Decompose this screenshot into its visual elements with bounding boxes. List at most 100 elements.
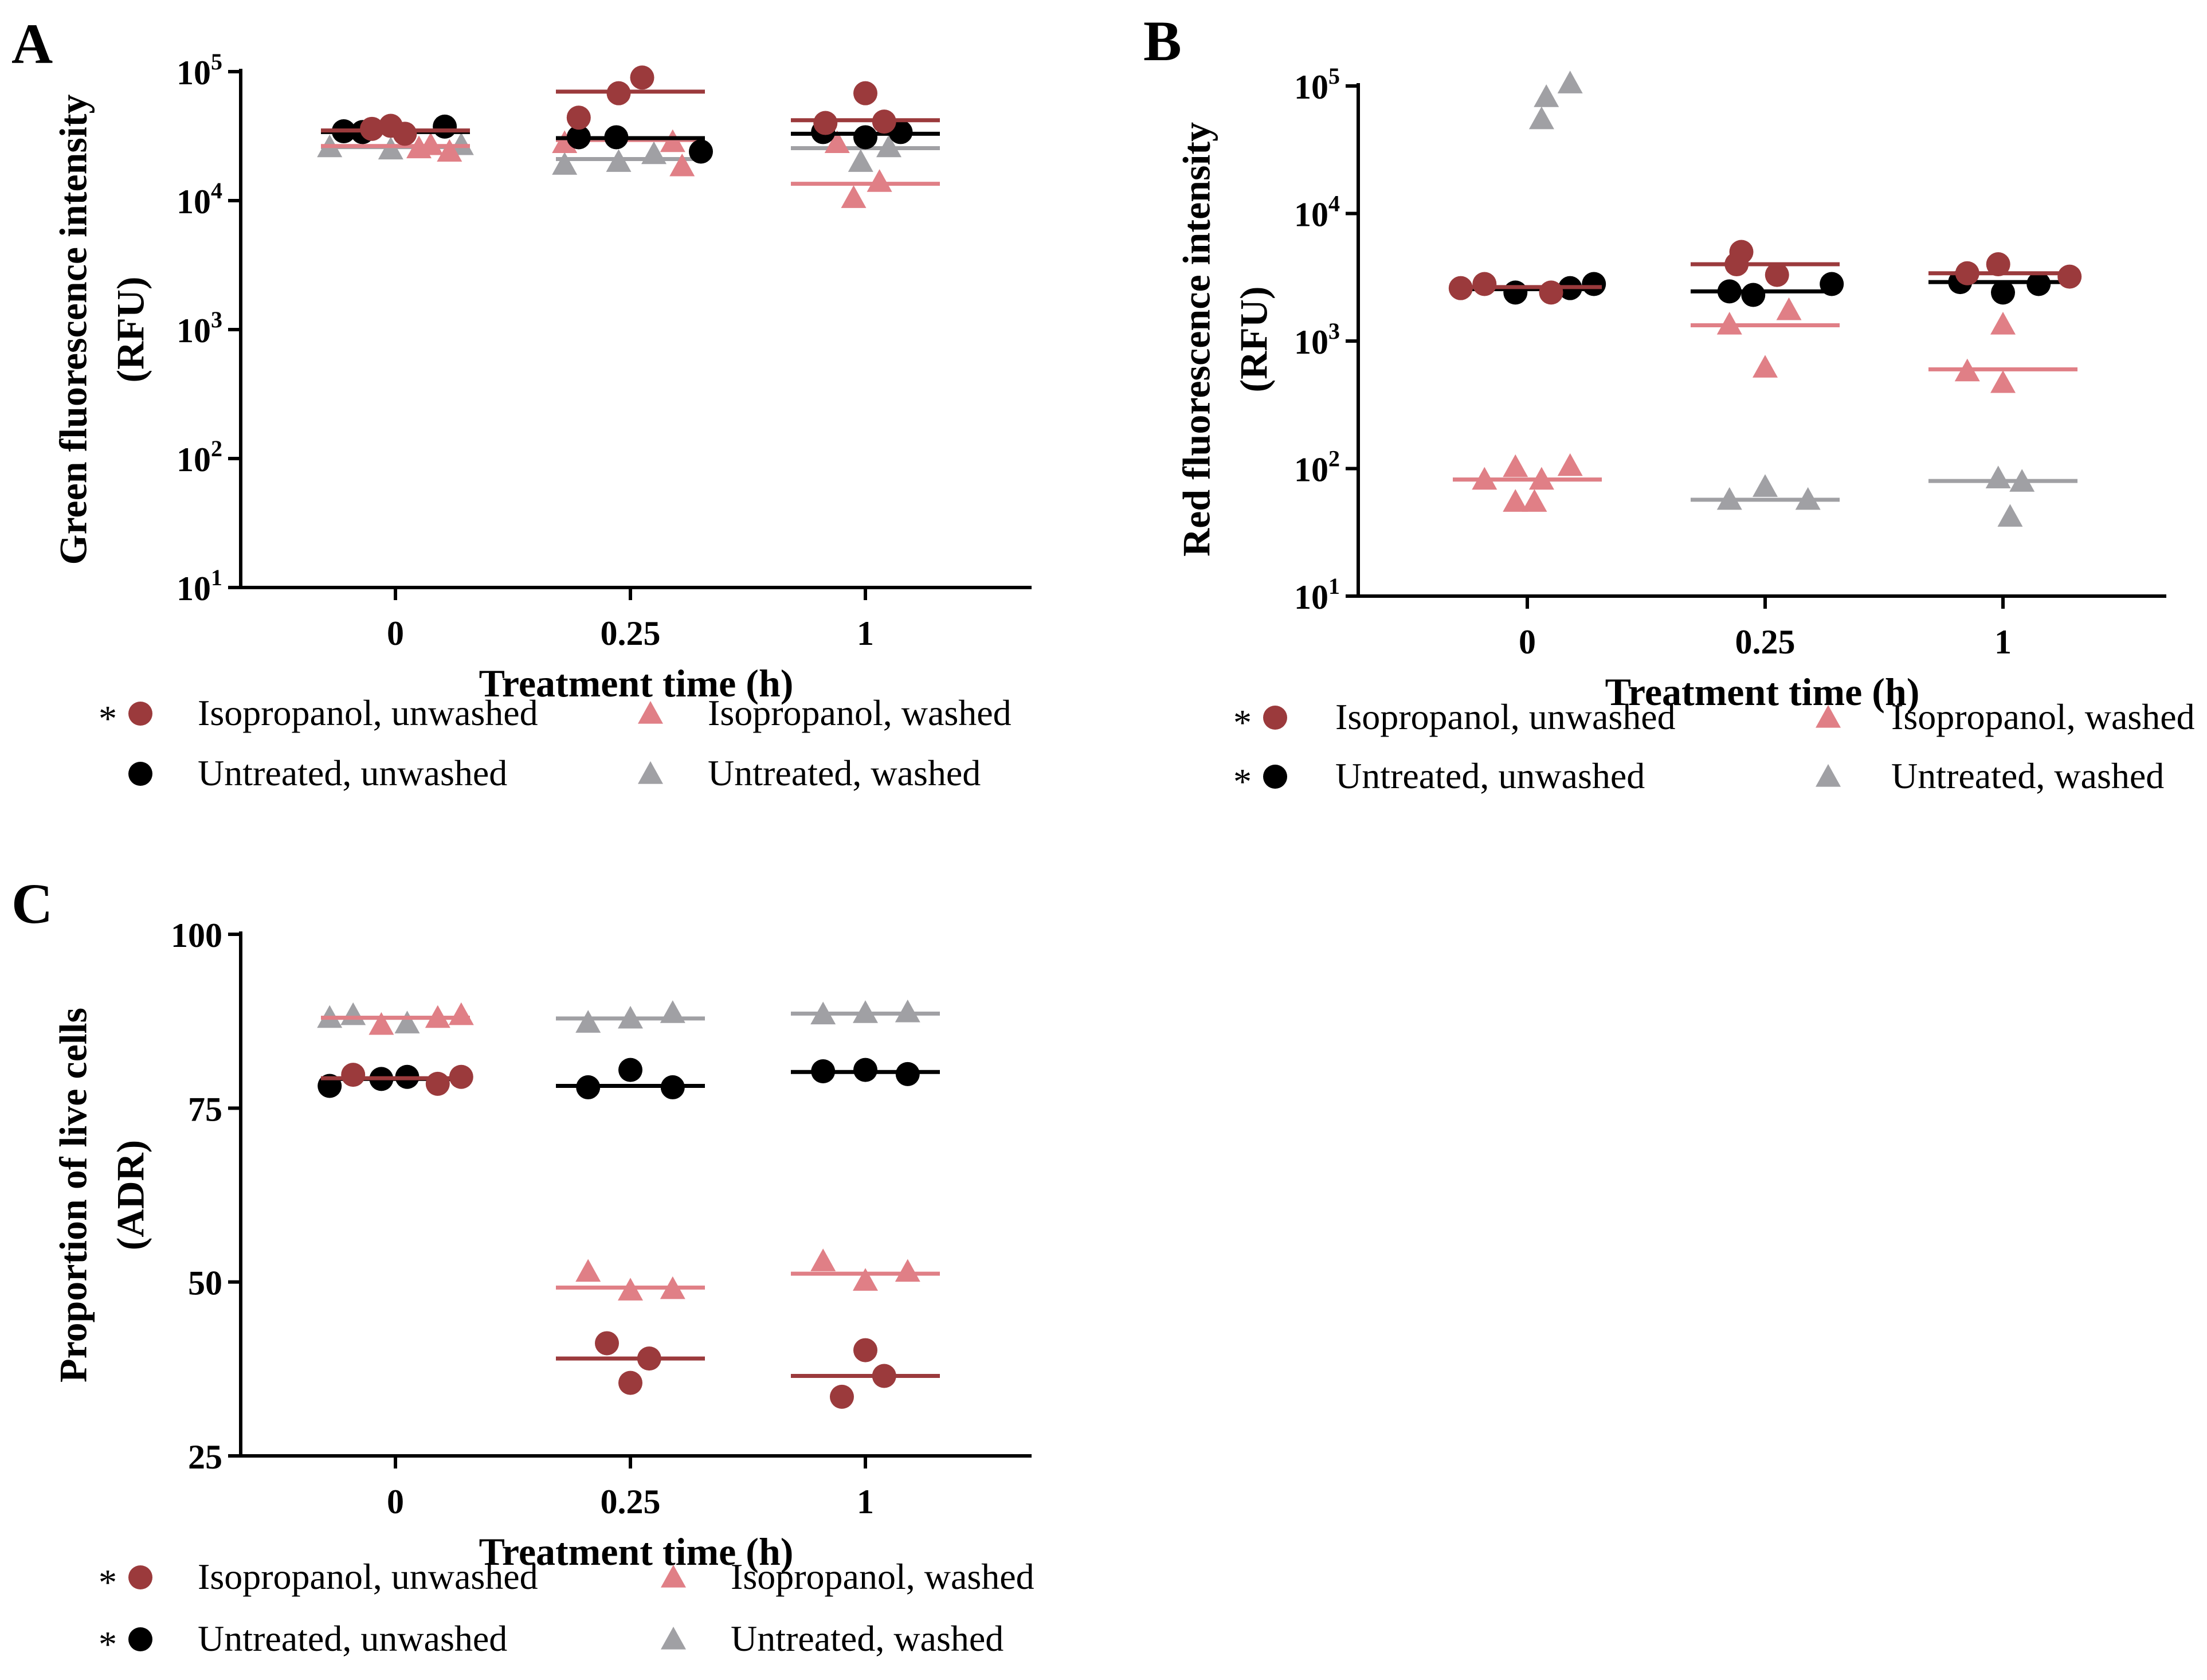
data-point [1582, 272, 1606, 296]
data-point [1765, 263, 1789, 287]
y-tick-base: 10 [177, 183, 211, 221]
y-tick-base: 10 [1294, 68, 1328, 106]
data-point [895, 1062, 920, 1086]
legend-label: Isopropanol, unwashed [1335, 696, 1676, 737]
significance-asterisk: * [1233, 761, 1252, 802]
y-tick-exponent: 1 [211, 565, 222, 590]
data-point [853, 1058, 877, 1082]
series-untreated_unwashed [1453, 270, 2077, 307]
y-tick-exponent: 3 [211, 307, 222, 332]
legend-item-untreated_unwashed: Untreated, unwashed [128, 753, 507, 793]
data-point [1991, 280, 2015, 305]
y-tick-label: 105 [177, 49, 222, 92]
data-point [1990, 370, 2016, 393]
y-tick-label: 104 [1294, 191, 1340, 234]
data-point [1753, 355, 1778, 378]
y-tick-base: 10 [177, 312, 211, 350]
y-tick-base: 10 [1294, 196, 1328, 234]
legend-label: Isopropanol, washed [731, 1556, 1034, 1597]
legend-item-iso_washed: Isopropanol, washed [1816, 696, 2195, 737]
legend-marker [128, 702, 152, 726]
y-tick-label: 103 [177, 307, 222, 350]
data-point [1986, 252, 2010, 277]
data-point [448, 1002, 474, 1025]
data-point [1503, 280, 1528, 305]
y-tick-base: 10 [1294, 323, 1328, 361]
x-tick-label: 0.25 [601, 614, 661, 652]
legend-marker [1263, 765, 1287, 789]
x-tick-label: 0.25 [601, 1483, 661, 1521]
data-point [341, 1063, 366, 1087]
data-point [1557, 71, 1583, 93]
x-tick-label: 1 [857, 614, 874, 652]
data-point [841, 185, 867, 208]
data-point [689, 139, 713, 164]
legend-item-untreated_unwashed: Untreated, unwashed * [1233, 755, 1645, 802]
series-iso_washed_t1 [810, 1248, 920, 1291]
data-point [853, 125, 877, 150]
legend-marker [1816, 764, 1841, 787]
legend-item-untreated_washed: Untreated, washed [1816, 755, 2164, 796]
data-point [1990, 312, 2016, 335]
legend-marker [1816, 705, 1841, 728]
data-point [1729, 240, 1754, 264]
y-tick-base: 10 [177, 570, 211, 608]
legend-label: Isopropanol, unwashed [198, 692, 538, 733]
data-point [595, 1331, 619, 1356]
data-point [1522, 489, 1547, 512]
significance-asterisk: * [99, 1562, 117, 1603]
data-point [1997, 504, 2023, 527]
y-axis-title-line: Red fluorescence intensity [1175, 122, 1218, 557]
data-point [876, 134, 901, 158]
y-axis-title: Green fluorescence intensity (RFU) [52, 95, 152, 565]
y-tick-label: 100 [171, 917, 222, 954]
y-tick-base: 10 [177, 441, 211, 479]
series-iso_unwashed [321, 65, 940, 146]
data-point [1716, 312, 1742, 335]
data-point [1753, 474, 1778, 497]
significance-asterisk: * [1233, 702, 1252, 743]
y-tick-label: 25 [188, 1438, 222, 1476]
legend-marker [128, 1627, 152, 1651]
data-point [418, 132, 444, 155]
x-axis-title: Treatment time (h) [1605, 670, 1920, 714]
y-tick-exponent: 3 [1328, 318, 1340, 344]
data-point [394, 1011, 420, 1033]
legend-item-iso_washed: Isopropanol, washed [638, 692, 1012, 733]
legend-item-iso_unwashed: Isopropanol, unwashed * [99, 692, 538, 739]
data-point [393, 122, 417, 146]
data-point [1503, 454, 1528, 477]
y-tick-base: 10 [1294, 578, 1328, 616]
data-point [853, 1268, 878, 1291]
y-tick-label: 102 [1294, 446, 1340, 489]
data-point [340, 1002, 366, 1025]
data-point [1534, 84, 1559, 107]
data-point [853, 1338, 877, 1362]
panel-letter: A [11, 12, 53, 76]
legend-marker [1263, 706, 1287, 730]
data-point [1528, 106, 1554, 130]
legend: Isopropanol, unwashed * Isopropanol, washe… [1233, 696, 2195, 802]
y-tick-exponent: 4 [1328, 191, 1340, 217]
series-iso_unwashed [321, 1063, 940, 1409]
significance-asterisk: * [99, 1624, 117, 1665]
data-point [1539, 280, 1563, 305]
data-point [552, 152, 578, 175]
legend-label: Untreated, washed [731, 1618, 1003, 1659]
legend-label: Isopropanol, washed [708, 692, 1012, 733]
y-axis-title-line: Green fluorescence intensity [52, 95, 95, 565]
legend-item-iso_unwashed: Isopropanol, unwashed * [1233, 696, 1676, 743]
y-tick-label: 101 [1294, 573, 1340, 616]
data-point [810, 1248, 836, 1271]
data-point [830, 1384, 854, 1409]
data-point [630, 65, 654, 90]
data-point [895, 999, 920, 1023]
data-point [867, 169, 892, 192]
legend-label: Untreated, unwashed [198, 1618, 507, 1659]
x-tick-label: 1 [1994, 623, 2012, 661]
data-point [853, 81, 877, 105]
x-tick-label: 0 [1519, 623, 1536, 661]
data-point [566, 105, 591, 130]
legend-label: Untreated, unwashed [198, 753, 507, 793]
